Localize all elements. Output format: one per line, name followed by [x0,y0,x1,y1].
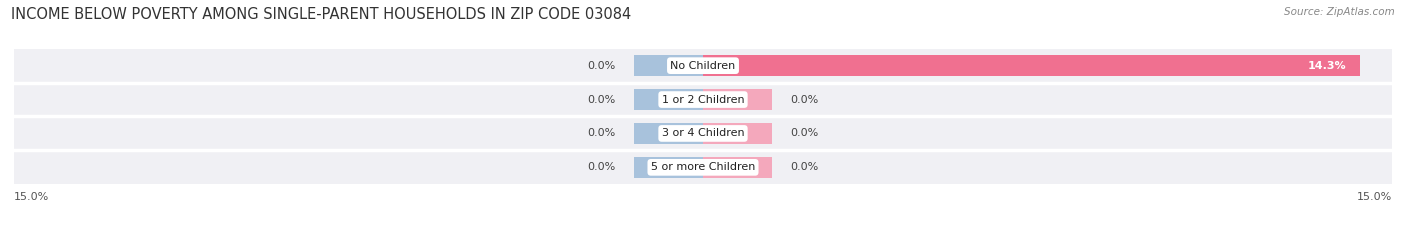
Text: 0.0%: 0.0% [588,95,616,105]
Text: 5 or more Children: 5 or more Children [651,162,755,172]
Text: 14.3%: 14.3% [1308,61,1346,71]
Text: 15.0%: 15.0% [14,192,49,202]
Bar [634,55,703,76]
Text: 0.0%: 0.0% [588,162,616,172]
Text: 0.0%: 0.0% [790,162,818,172]
Bar [703,123,772,144]
Bar [634,157,703,178]
Text: Source: ZipAtlas.com: Source: ZipAtlas.com [1284,7,1395,17]
Text: 0.0%: 0.0% [588,61,616,71]
Bar [14,150,1392,184]
Bar [14,116,1392,150]
Text: 0.0%: 0.0% [790,95,818,105]
Bar [634,89,703,110]
Text: No Children: No Children [671,61,735,71]
Text: 0.0%: 0.0% [790,128,818,138]
Bar [703,55,1360,76]
Text: 1 or 2 Children: 1 or 2 Children [662,95,744,105]
Text: INCOME BELOW POVERTY AMONG SINGLE-PARENT HOUSEHOLDS IN ZIP CODE 03084: INCOME BELOW POVERTY AMONG SINGLE-PARENT… [11,7,631,22]
Text: 0.0%: 0.0% [588,128,616,138]
Bar [14,83,1392,116]
Text: 15.0%: 15.0% [1357,192,1392,202]
Bar [14,49,1392,83]
Bar [703,157,772,178]
Text: 3 or 4 Children: 3 or 4 Children [662,128,744,138]
Bar [634,123,703,144]
Bar [703,89,772,110]
